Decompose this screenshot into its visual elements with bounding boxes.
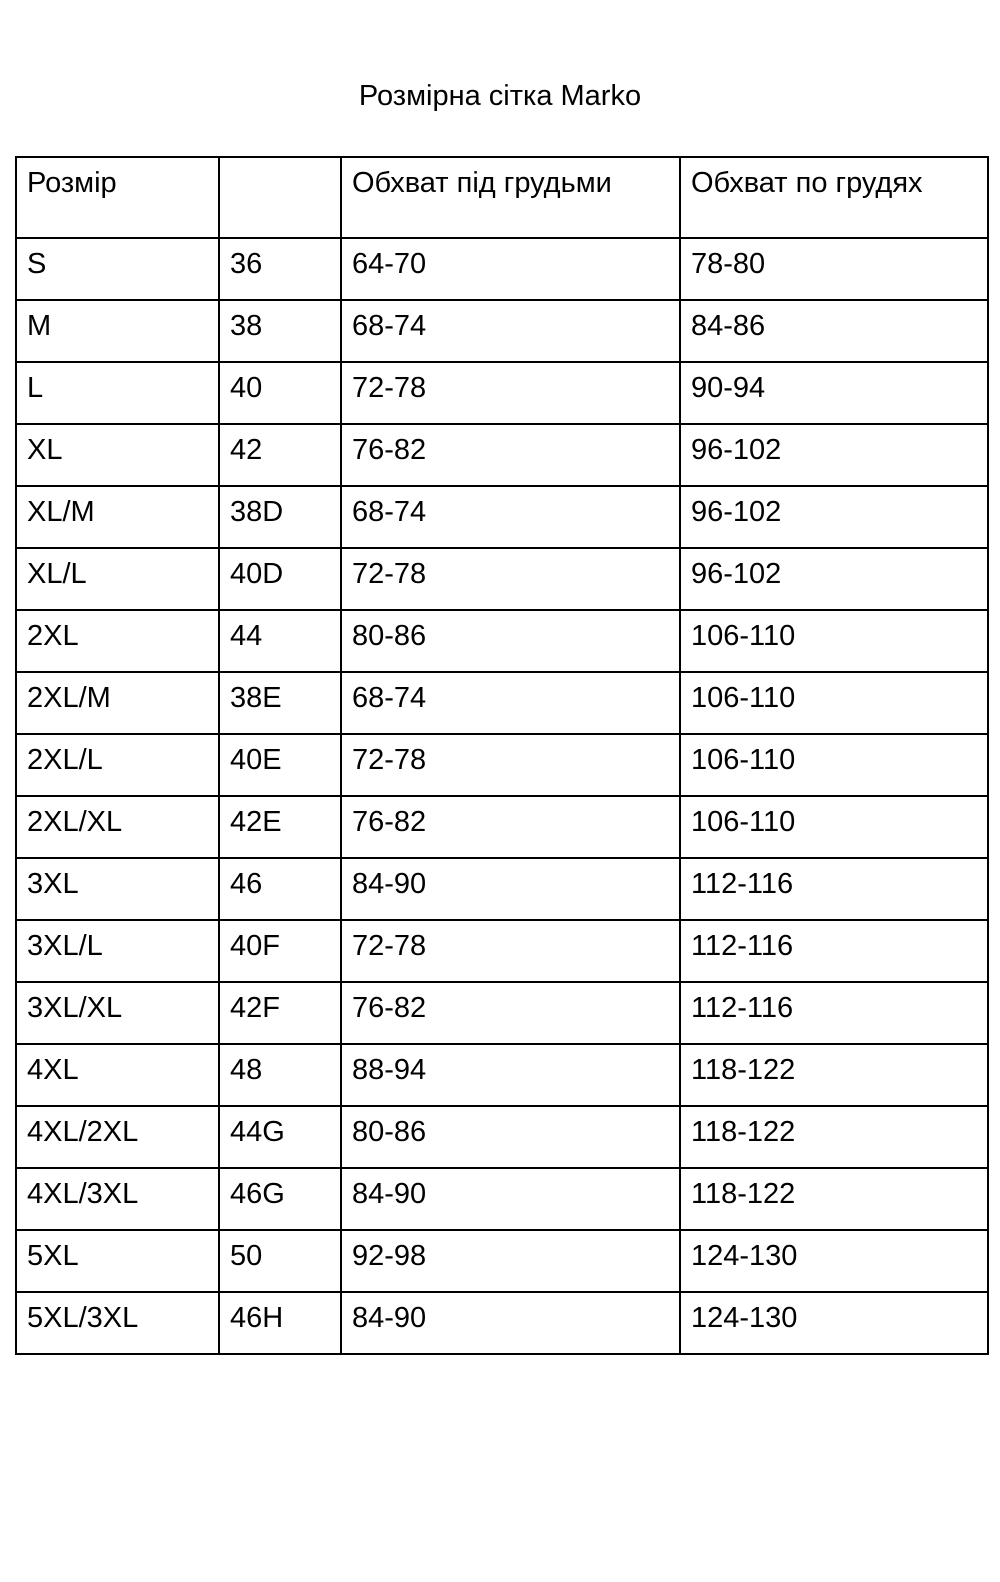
table-row: 4XL 48 88-94 118-122 (15, 1043, 989, 1107)
cell-underbust: 64-70 (340, 237, 681, 301)
cell-size-label: 4XL/3XL (15, 1167, 220, 1231)
cell-bust: 112-116 (679, 919, 989, 983)
cell-size-number: 48 (218, 1043, 342, 1107)
table-row: 2XL/M 38E 68-74 106-110 (15, 671, 989, 735)
cell-bust: 118-122 (679, 1167, 989, 1231)
cell-size-number: 38 (218, 299, 342, 363)
table-row: 3XL 46 84-90 112-116 (15, 857, 989, 921)
table-row: M 38 68-74 84-86 (15, 299, 989, 363)
table-row: 2XL/L 40E 72-78 106-110 (15, 733, 989, 797)
cell-size-number: 40F (218, 919, 342, 983)
table-row: 4XL/2XL 44G 80-86 118-122 (15, 1105, 989, 1169)
cell-size-label: 2XL (15, 609, 220, 673)
cell-size-label: XL (15, 423, 220, 487)
cell-bust: 84-86 (679, 299, 989, 363)
table-row: 2XL 44 80-86 106-110 (15, 609, 989, 673)
cell-underbust: 84-90 (340, 1291, 681, 1355)
cell-underbust: 68-74 (340, 671, 681, 735)
cell-size-label: XL/L (15, 547, 220, 611)
cell-size-label: M (15, 299, 220, 363)
cell-underbust: 80-86 (340, 609, 681, 673)
cell-size-number: 42F (218, 981, 342, 1045)
cell-underbust: 76-82 (340, 795, 681, 859)
cell-underbust: 72-78 (340, 919, 681, 983)
table-row: 3XL/L 40F 72-78 112-116 (15, 919, 989, 983)
cell-size-number: 42E (218, 795, 342, 859)
cell-size-number: 44G (218, 1105, 342, 1169)
cell-underbust: 76-82 (340, 981, 681, 1045)
size-chart-table: Розмір Обхват під грудьми Обхват по груд… (15, 156, 989, 1355)
cell-size-number: 40E (218, 733, 342, 797)
cell-size-number: 38E (218, 671, 342, 735)
cell-size-number: 50 (218, 1229, 342, 1293)
cell-size-label: 4XL (15, 1043, 220, 1107)
table-row: 3XL/XL 42F 76-82 112-116 (15, 981, 989, 1045)
cell-bust: 96-102 (679, 423, 989, 487)
cell-size-label: 5XL (15, 1229, 220, 1293)
cell-size-label: 3XL/XL (15, 981, 220, 1045)
cell-bust: 96-102 (679, 547, 989, 611)
cell-size-number: 40D (218, 547, 342, 611)
cell-size-label: S (15, 237, 220, 301)
cell-bust: 118-122 (679, 1105, 989, 1169)
cell-bust: 96-102 (679, 485, 989, 549)
cell-size-label: 3XL (15, 857, 220, 921)
cell-bust: 112-116 (679, 981, 989, 1045)
cell-underbust: 72-78 (340, 733, 681, 797)
cell-size-label: 5XL/3XL (15, 1291, 220, 1355)
cell-bust: 106-110 (679, 733, 989, 797)
cell-size-number: 42 (218, 423, 342, 487)
cell-underbust: 72-78 (340, 361, 681, 425)
cell-underbust: 84-90 (340, 857, 681, 921)
cell-underbust: 76-82 (340, 423, 681, 487)
cell-bust: 124-130 (679, 1291, 989, 1355)
column-header-size-number (218, 156, 342, 239)
cell-size-label: XL/M (15, 485, 220, 549)
column-header-bust: Обхват по грудях (679, 156, 989, 239)
page-title: Розмірна сітка Marko (358, 80, 642, 112)
cell-size-number: 46G (218, 1167, 342, 1231)
cell-size-label: 4XL/2XL (15, 1105, 220, 1169)
table-header-row: Розмір Обхват під грудьми Обхват по груд… (15, 156, 989, 239)
cell-size-number: 46H (218, 1291, 342, 1355)
cell-underbust: 80-86 (340, 1105, 681, 1169)
table-row: 2XL/XL 42E 76-82 106-110 (15, 795, 989, 859)
cell-bust: 112-116 (679, 857, 989, 921)
cell-size-label: 2XL/L (15, 733, 220, 797)
table-row: 5XL/3XL 46H 84-90 124-130 (15, 1291, 989, 1355)
cell-size-number: 44 (218, 609, 342, 673)
table-row: L 40 72-78 90-94 (15, 361, 989, 425)
cell-underbust: 72-78 (340, 547, 681, 611)
cell-underbust: 88-94 (340, 1043, 681, 1107)
cell-size-label: 3XL/L (15, 919, 220, 983)
cell-bust: 78-80 (679, 237, 989, 301)
cell-underbust: 92-98 (340, 1229, 681, 1293)
cell-bust: 106-110 (679, 609, 989, 673)
cell-bust: 106-110 (679, 795, 989, 859)
table-body: S 36 64-70 78-80 M 38 68-74 84-86 L 40 72-78 90-94 X… (15, 237, 989, 1355)
cell-size-label: L (15, 361, 220, 425)
column-header-underbust: Обхват під грудьми (340, 156, 681, 239)
table-row: XL/M 38D 68-74 96-102 (15, 485, 989, 549)
table-row: XL 42 76-82 96-102 (15, 423, 989, 487)
cell-size-number: 40 (218, 361, 342, 425)
table-row: S 36 64-70 78-80 (15, 237, 989, 301)
cell-size-number: 36 (218, 237, 342, 301)
cell-size-number: 46 (218, 857, 342, 921)
table-row: XL/L 40D 72-78 96-102 (15, 547, 989, 611)
cell-underbust: 68-74 (340, 485, 681, 549)
table-row: 5XL 50 92-98 124-130 (15, 1229, 989, 1293)
table-row: 4XL/3XL 46G 84-90 118-122 (15, 1167, 989, 1231)
cell-bust: 106-110 (679, 671, 989, 735)
cell-bust: 124-130 (679, 1229, 989, 1293)
cell-underbust: 84-90 (340, 1167, 681, 1231)
cell-underbust: 68-74 (340, 299, 681, 363)
cell-size-number: 38D (218, 485, 342, 549)
cell-bust: 90-94 (679, 361, 989, 425)
cell-bust: 118-122 (679, 1043, 989, 1107)
column-header-size: Розмір (15, 156, 220, 239)
cell-size-label: 2XL/XL (15, 795, 220, 859)
cell-size-label: 2XL/M (15, 671, 220, 735)
